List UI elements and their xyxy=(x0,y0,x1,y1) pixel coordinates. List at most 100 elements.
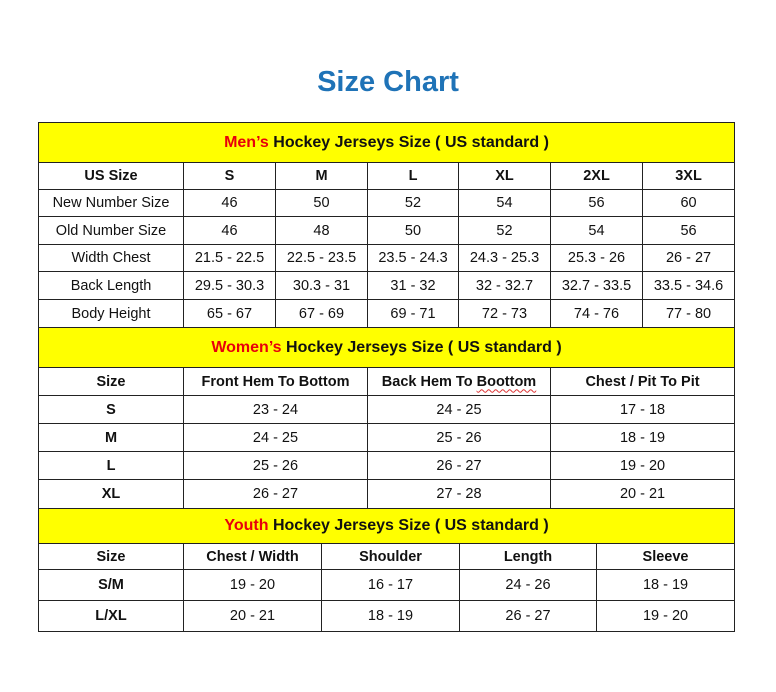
table-cell: 24 - 26 xyxy=(459,569,597,601)
table-row: L/XL 20 - 21 18 - 19 26 - 27 19 - 20 xyxy=(38,600,736,632)
youth-section-heading: Youth Hockey Jerseys Size ( US standard … xyxy=(37,508,736,544)
mens-size-table: Men’s Hockey Jerseys Size ( US standard … xyxy=(37,122,736,328)
table-cell: 56 xyxy=(550,189,643,217)
page-title: Size Chart xyxy=(317,66,459,98)
row-label: S/M xyxy=(38,569,184,601)
table-cell: 67 - 69 xyxy=(275,299,368,328)
header-row: US Size S M L XL 2XL 3XL xyxy=(38,162,736,190)
column-header-text: S xyxy=(224,168,235,184)
column-header: XL xyxy=(458,162,551,190)
table-cell: 54 xyxy=(458,189,551,217)
womens-size-table: Women’s Hockey Jerseys Size ( US standar… xyxy=(37,327,736,509)
column-header-text: Front Hem To Bottom xyxy=(201,373,350,390)
row-label: New Number Size xyxy=(38,189,184,217)
row-label: Body Height xyxy=(38,299,184,328)
column-header-text: 2XL xyxy=(583,168,610,184)
table-cell: 52 xyxy=(367,189,459,217)
column-header-text: US Size xyxy=(84,168,138,184)
table-cell: 26 - 27 xyxy=(183,479,368,509)
column-header-text: Sleeve xyxy=(642,548,689,565)
column-header: Sleeve xyxy=(595,543,736,570)
column-header: M xyxy=(275,162,368,190)
table-cell: 24 - 25 xyxy=(183,423,368,452)
table-cell: 24 - 25 xyxy=(367,395,551,424)
table-row: M 24 - 25 25 - 26 18 - 19 xyxy=(38,423,736,452)
table-cell: 72 - 73 xyxy=(458,299,551,328)
section-highlight: Women’s xyxy=(211,338,282,356)
table-cell: 48 xyxy=(275,216,368,245)
column-header: Size xyxy=(38,543,184,570)
row-label: S xyxy=(38,395,184,424)
men-section-heading: Men’s Hockey Jerseys Size ( US standard … xyxy=(37,122,736,163)
section-heading-cell: Men’s Hockey Jerseys Size ( US standard … xyxy=(37,122,736,163)
table-cell: 25 - 26 xyxy=(183,451,368,480)
table-cell: 26 - 27 xyxy=(459,600,597,632)
table-cell: 46 xyxy=(183,216,276,245)
column-header: Back Hem To Boottom xyxy=(367,367,551,396)
table-cell: 27 - 28 xyxy=(367,479,551,509)
column-header: Size xyxy=(38,367,184,396)
section-highlight: Youth xyxy=(224,517,269,534)
column-header: S xyxy=(183,162,276,190)
table-cell: 46 xyxy=(183,189,276,217)
table-cell: 30.3 - 31 xyxy=(275,271,368,300)
column-header-text: 3XL xyxy=(675,168,702,184)
table-cell: 77 - 80 xyxy=(641,299,736,328)
table-cell: 56 xyxy=(641,216,736,245)
table-cell: 18 - 19 xyxy=(549,423,736,452)
row-label: XL xyxy=(38,479,184,509)
section-heading-text: Hockey Jerseys Size ( US standard ) xyxy=(268,133,549,151)
column-header-text: Chest / Pit To Pit xyxy=(585,373,700,390)
column-header: 2XL xyxy=(550,162,643,190)
table-cell: 23.5 - 24.3 xyxy=(367,244,459,272)
section-highlight: Men’s xyxy=(224,133,269,151)
column-header: Front Hem To Bottom xyxy=(183,367,368,396)
table-cell: 20 - 21 xyxy=(549,479,736,509)
column-header-text: L xyxy=(408,168,418,184)
table-cell: 54 xyxy=(550,216,643,245)
section-heading-cell: Women’s Hockey Jerseys Size ( US standar… xyxy=(37,327,736,368)
table-cell: 52 xyxy=(458,216,551,245)
table-cell: 31 - 32 xyxy=(367,271,459,300)
table-row: Back Length 29.5 - 30.3 30.3 - 31 31 - 32 32… xyxy=(38,271,736,300)
column-header-text: XL xyxy=(495,168,514,184)
row-label: Width Chest xyxy=(38,244,184,272)
table-cell: 25 - 26 xyxy=(367,423,551,452)
table-cell: 24.3 - 25.3 xyxy=(458,244,551,272)
table-cell: 32 - 32.7 xyxy=(458,271,551,300)
table-cell: 22.5 - 23.5 xyxy=(275,244,368,272)
table-cell: 33.5 - 34.6 xyxy=(641,271,736,300)
table-row: XL 26 - 27 27 - 28 20 - 21 xyxy=(38,479,736,509)
header-row: Size Front Hem To Bottom Back Hem To Boott… xyxy=(38,367,736,396)
column-header: Length xyxy=(459,543,597,570)
column-header-text: Length xyxy=(503,548,553,565)
table-cell: 21.5 - 22.5 xyxy=(183,244,276,272)
table-cell: 23 - 24 xyxy=(183,395,368,424)
spellcheck-underline: Boottom xyxy=(476,373,537,390)
table-row: Width Chest 21.5 - 22.5 22.5 - 23.5 23.5 - … xyxy=(38,244,736,272)
table-cell: 65 - 67 xyxy=(183,299,276,328)
section-heading-text: Hockey Jerseys Size ( US standard ) xyxy=(268,517,549,534)
table-row: L 25 - 26 26 - 27 19 - 20 xyxy=(38,451,736,480)
column-header: Chest / Pit To Pit xyxy=(549,367,736,396)
table-cell: 50 xyxy=(367,216,459,245)
table-cell: 26 - 27 xyxy=(367,451,551,480)
table-row: Old Number Size 46 48 50 52 54 56 xyxy=(38,216,736,245)
table-cell: 19 - 20 xyxy=(549,451,736,480)
column-header-text: Chest / Width xyxy=(206,548,299,565)
column-header: 3XL xyxy=(641,162,736,190)
header-row: Size Chest / Width Shoulder Length Sleeve xyxy=(38,543,736,570)
row-label: Old Number Size xyxy=(38,216,184,245)
table-row: S/M 19 - 20 16 - 17 24 - 26 18 - 19 xyxy=(38,569,736,601)
column-header: Shoulder xyxy=(321,543,460,570)
table-cell: 26 - 27 xyxy=(641,244,736,272)
column-header: US Size xyxy=(38,162,184,190)
section-heading-text: Hockey Jerseys Size ( US standard ) xyxy=(281,338,562,356)
table-cell: 32.7 - 33.5 xyxy=(550,271,643,300)
table-cell: 50 xyxy=(275,189,368,217)
youth-size-table: Youth Hockey Jerseys Size ( US standard … xyxy=(37,508,736,632)
table-cell: 18 - 19 xyxy=(321,600,460,632)
column-header-text: Shoulder xyxy=(359,548,422,565)
column-header: Chest / Width xyxy=(183,543,322,570)
table-cell: 17 - 18 xyxy=(549,395,736,424)
